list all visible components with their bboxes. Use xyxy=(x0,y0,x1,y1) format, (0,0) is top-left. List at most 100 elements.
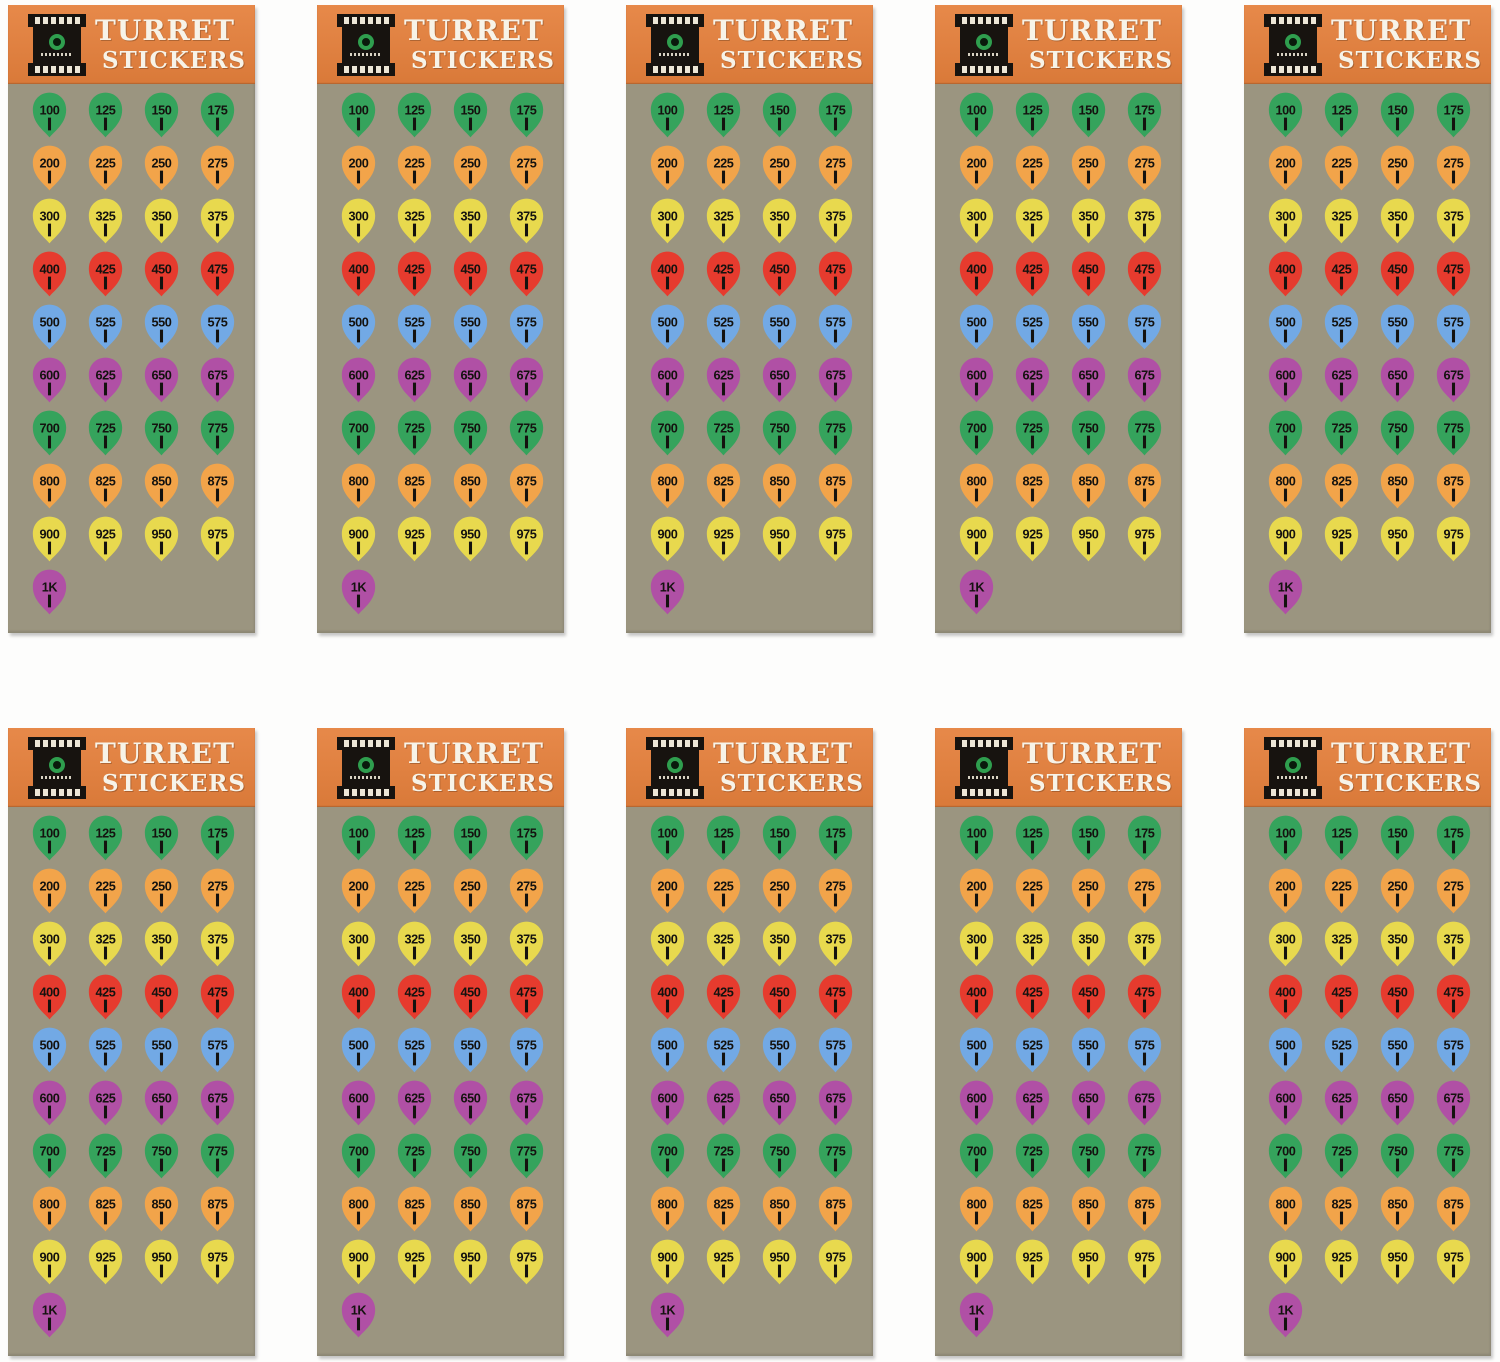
sticker-100: 100 xyxy=(949,90,1005,140)
sticker-800: 800 xyxy=(1258,1184,1314,1234)
sticker-shape: 875 xyxy=(1436,1186,1470,1232)
sticker-row: 900 925 950 975 xyxy=(640,1237,863,1287)
sticker-tick-mark xyxy=(1284,1211,1288,1225)
sticker-value: 825 xyxy=(96,1197,116,1212)
sticker-shape: 475 xyxy=(1127,251,1161,297)
sticker-tick-mark xyxy=(357,946,361,960)
film-turret-logo-icon xyxy=(28,13,86,76)
sticker-shape: 250 xyxy=(144,868,179,914)
sticker-425: 425 xyxy=(78,249,134,299)
sticker-value: 800 xyxy=(349,474,369,489)
sticker-shape: 250 xyxy=(1380,868,1415,914)
sticker-tick-mark xyxy=(357,1158,361,1172)
film-strip-bottom-icon xyxy=(28,785,86,799)
sticker-400: 400 xyxy=(331,249,387,299)
sticker-tick-mark xyxy=(666,999,670,1013)
sticker-tick-mark xyxy=(1142,382,1146,396)
sticker-shape: 825 xyxy=(88,463,123,509)
sheet-header: TURRET STICKERS xyxy=(8,5,255,84)
sticker-row: 600 625 650 675 xyxy=(22,355,245,405)
sticker-tick-mark xyxy=(1284,435,1288,449)
sticker-tick-mark xyxy=(1086,382,1090,396)
sticker-tick-mark xyxy=(104,1105,108,1119)
sticker-value: 500 xyxy=(658,1038,678,1053)
sticker-shape: 225 xyxy=(1324,145,1359,191)
sticker-value: 925 xyxy=(96,1250,116,1265)
sticker-shape: 1K xyxy=(960,1292,994,1338)
sheet-title-line2: STICKERS xyxy=(720,47,865,74)
sticker-tick-mark xyxy=(48,893,52,907)
sticker-225: 225 xyxy=(1314,866,1370,916)
sticker-value: 375 xyxy=(1134,932,1154,947)
sticker-row: 100 125 150 175 xyxy=(949,813,1172,863)
sticker-shape: 425 xyxy=(88,974,123,1020)
sticker-row: 600 625 650 675 xyxy=(331,355,554,405)
sticker-800: 800 xyxy=(949,461,1005,511)
sticker-tick-mark xyxy=(1451,893,1455,907)
sticker-tick-mark xyxy=(777,170,781,184)
sticker-value: 900 xyxy=(1276,1250,1296,1265)
sticker-value: 600 xyxy=(967,1091,987,1106)
sticker-625: 625 xyxy=(1005,1078,1061,1128)
sticker-tick-mark xyxy=(1395,276,1399,290)
sticker-shape: 400 xyxy=(651,251,685,297)
sticker-value: 825 xyxy=(1023,1197,1043,1212)
sticker-shape: 175 xyxy=(200,92,234,138)
sticker-shape: 125 xyxy=(1324,815,1359,861)
sticker-shape: 675 xyxy=(200,357,234,403)
sticker-shape: 350 xyxy=(762,198,797,244)
sticker-tick-mark xyxy=(1395,329,1399,343)
sticker-value: 375 xyxy=(516,209,536,224)
sticker-tick-mark xyxy=(1284,840,1288,854)
sticker-tick-mark xyxy=(468,488,472,502)
sticker-shape: 950 xyxy=(762,516,797,562)
sticker-value: 275 xyxy=(207,156,227,171)
sticker-row: 400 425 450 475 xyxy=(22,972,245,1022)
sticker-shape: 250 xyxy=(1071,868,1106,914)
sticker-value: 650 xyxy=(769,368,789,383)
sticker-925: 925 xyxy=(387,1237,443,1287)
sticker-shape: 700 xyxy=(342,1133,376,1179)
sticker-value: 475 xyxy=(1134,262,1154,277)
sticker-shape: 1K xyxy=(1269,569,1303,615)
sticker-value: 375 xyxy=(207,932,227,947)
sticker-tick-mark xyxy=(975,329,979,343)
sticker-shape: 975 xyxy=(509,1239,543,1285)
logo-center xyxy=(651,749,699,786)
sticker-shape: 450 xyxy=(1071,251,1106,297)
sticker-value: 350 xyxy=(460,932,480,947)
sticker-tick-mark xyxy=(1142,488,1146,502)
sticker-shape: 150 xyxy=(1380,815,1415,861)
sticker-value: 200 xyxy=(967,156,987,171)
sticker-775: 775 xyxy=(498,408,554,458)
sticker-tick-mark xyxy=(666,1211,670,1225)
sticker-value: 300 xyxy=(658,209,678,224)
sticker-425: 425 xyxy=(1314,972,1370,1022)
sticker-value: 875 xyxy=(1134,1197,1154,1212)
sticker-tick-mark xyxy=(722,893,726,907)
sticker-value: 575 xyxy=(516,1038,536,1053)
sticker-value: 500 xyxy=(1276,1038,1296,1053)
sticker-row: 900 925 950 975 xyxy=(331,514,554,564)
sticker-value: 725 xyxy=(1332,421,1352,436)
sticker-350: 350 xyxy=(1061,196,1117,246)
sticker-600: 600 xyxy=(331,1078,387,1128)
empty-cell xyxy=(498,1290,554,1340)
sticker-tick-mark xyxy=(975,1105,979,1119)
sticker-600: 600 xyxy=(1258,355,1314,405)
sticker-175: 175 xyxy=(1116,90,1172,140)
sticker-value: 975 xyxy=(1134,527,1154,542)
sticker-500: 500 xyxy=(949,302,1005,352)
sticker-550: 550 xyxy=(752,1025,808,1075)
sticker-tick-mark xyxy=(48,1052,52,1066)
sticker-525: 525 xyxy=(1005,1025,1061,1075)
sticker-950: 950 xyxy=(443,514,499,564)
sticker-shape: 100 xyxy=(342,92,376,138)
sticker-shape: 450 xyxy=(762,974,797,1020)
sticker-tick-mark xyxy=(215,999,219,1013)
sticker-900: 900 xyxy=(331,1237,387,1287)
sticker-value: 475 xyxy=(207,985,227,1000)
sticker-800: 800 xyxy=(331,1184,387,1234)
sticker-700: 700 xyxy=(331,1131,387,1181)
